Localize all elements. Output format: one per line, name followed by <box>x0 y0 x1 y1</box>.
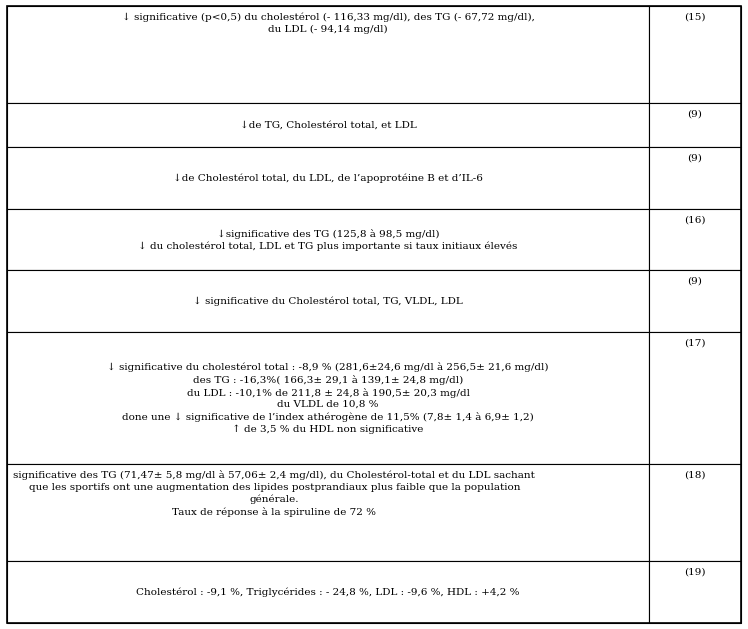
Text: ↓significative des TG (125,8 à 98,5 mg/dl)
↓ du cholestérol total, LDL et TG plu: ↓significative des TG (125,8 à 98,5 mg/d… <box>138 229 518 250</box>
Bar <box>7 561 649 623</box>
Text: Cholestérol : -9,1 %, Triglycérides : - 24,8 %, LDL : -9,6 %, HDL : +4,2 %: Cholestérol : -9,1 %, Triglycérides : - … <box>136 587 520 597</box>
Text: (9): (9) <box>687 153 702 162</box>
Bar <box>649 103 741 147</box>
Bar <box>649 209 741 270</box>
Bar <box>649 147 741 209</box>
Bar <box>649 332 741 464</box>
Bar <box>649 6 741 103</box>
Text: (18): (18) <box>684 470 705 479</box>
Text: ↓ significative (p<0,5) du cholestérol (- 116,33 mg/dl), des TG (- 67,72 mg/dl),: ↓ significative (p<0,5) du cholestérol (… <box>122 13 535 34</box>
Bar <box>649 464 741 561</box>
Bar <box>7 209 649 270</box>
Text: (9): (9) <box>687 277 702 286</box>
Text: ↓de TG, Cholestérol total, et LDL: ↓de TG, Cholestérol total, et LDL <box>240 121 417 130</box>
Text: (15): (15) <box>684 13 705 21</box>
Bar <box>649 270 741 332</box>
Bar <box>7 332 649 464</box>
Bar <box>7 103 649 147</box>
Text: (17): (17) <box>684 338 705 347</box>
Text: (19): (19) <box>684 567 705 576</box>
Bar <box>7 147 649 209</box>
Text: significative des TG (71,47± 5,8 mg/dl à 57,06± 2,4 mg/dl), du Cholestérol-total: significative des TG (71,47± 5,8 mg/dl à… <box>13 470 536 516</box>
Bar <box>649 561 741 623</box>
Text: (9): (9) <box>687 109 702 118</box>
Text: ↓de Cholestérol total, du LDL, de l’apoprotéine B et d’IL-6: ↓de Cholestérol total, du LDL, de l’apop… <box>174 173 483 183</box>
Bar <box>7 6 649 103</box>
Text: (16): (16) <box>684 215 705 224</box>
Bar <box>7 270 649 332</box>
Text: ↓ significative du Cholestérol total, TG, VLDL, LDL: ↓ significative du Cholestérol total, TG… <box>193 296 463 306</box>
Text: ↓ significative du cholestérol total : -8,9 % (281,6±24,6 mg/dl à 256,5± 21,6 mg: ↓ significative du cholestérol total : -… <box>108 362 549 434</box>
Bar <box>7 464 649 561</box>
